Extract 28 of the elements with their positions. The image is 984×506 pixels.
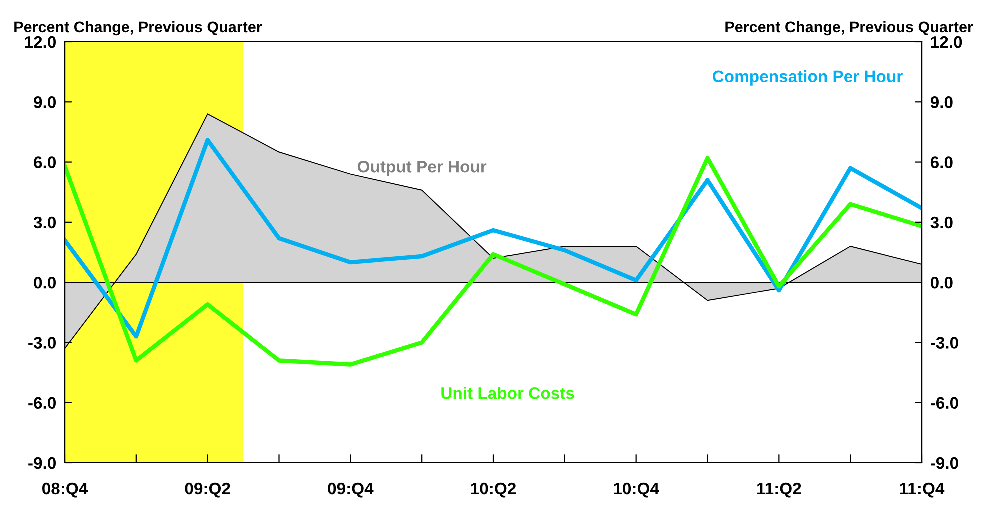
y2-tick-label: -3.0 (930, 337, 958, 349)
y-tick-label: -6.0 (28, 397, 56, 410)
series-label: Output Per Hour (358, 160, 487, 176)
y-tick-label: 3.0 (34, 216, 56, 229)
x-tick-label: 09:Q2 (185, 482, 230, 498)
text: Compensation Per Hour (713, 70, 903, 86)
y-tick-label: -9.0 (28, 457, 56, 470)
y-tick-label: -3.0 (28, 337, 56, 349)
y2-axis-title: Percent Change, Previous Quarter (726, 21, 974, 36)
y2-tick-label: 3.0 (930, 216, 953, 229)
y2-tick-label: 12.0 (931, 36, 962, 48)
y2-tick-label: -6.0 (930, 397, 958, 410)
y2-tick-label: -9.0 (930, 457, 958, 470)
y2-tick-label: 9.0 (930, 96, 953, 108)
y-tick-label: 0.0 (34, 276, 56, 289)
text: Unit Labor Costs (442, 387, 574, 400)
x-tick-label: 11:Q2 (758, 482, 802, 498)
y-tick-label: 12.0 (25, 36, 56, 48)
y-tick-label: 6.0 (34, 156, 56, 168)
y2-tick-label: 0.0 (930, 276, 953, 289)
x-tick-label: 08:Q4 (42, 482, 88, 498)
y2-tick-label: 6.0 (930, 156, 953, 168)
x-tick-label: 10:Q2 (471, 482, 516, 498)
x-tick-label: 10:Q4 (614, 482, 660, 498)
x-tick-label: 11:Q4 (900, 482, 945, 498)
x-tick-label: 09:Q4 (328, 482, 374, 498)
y-axis-title: Percent Change, Previous Quarter (14, 21, 262, 36)
y-tick-label: 9.0 (34, 96, 56, 108)
